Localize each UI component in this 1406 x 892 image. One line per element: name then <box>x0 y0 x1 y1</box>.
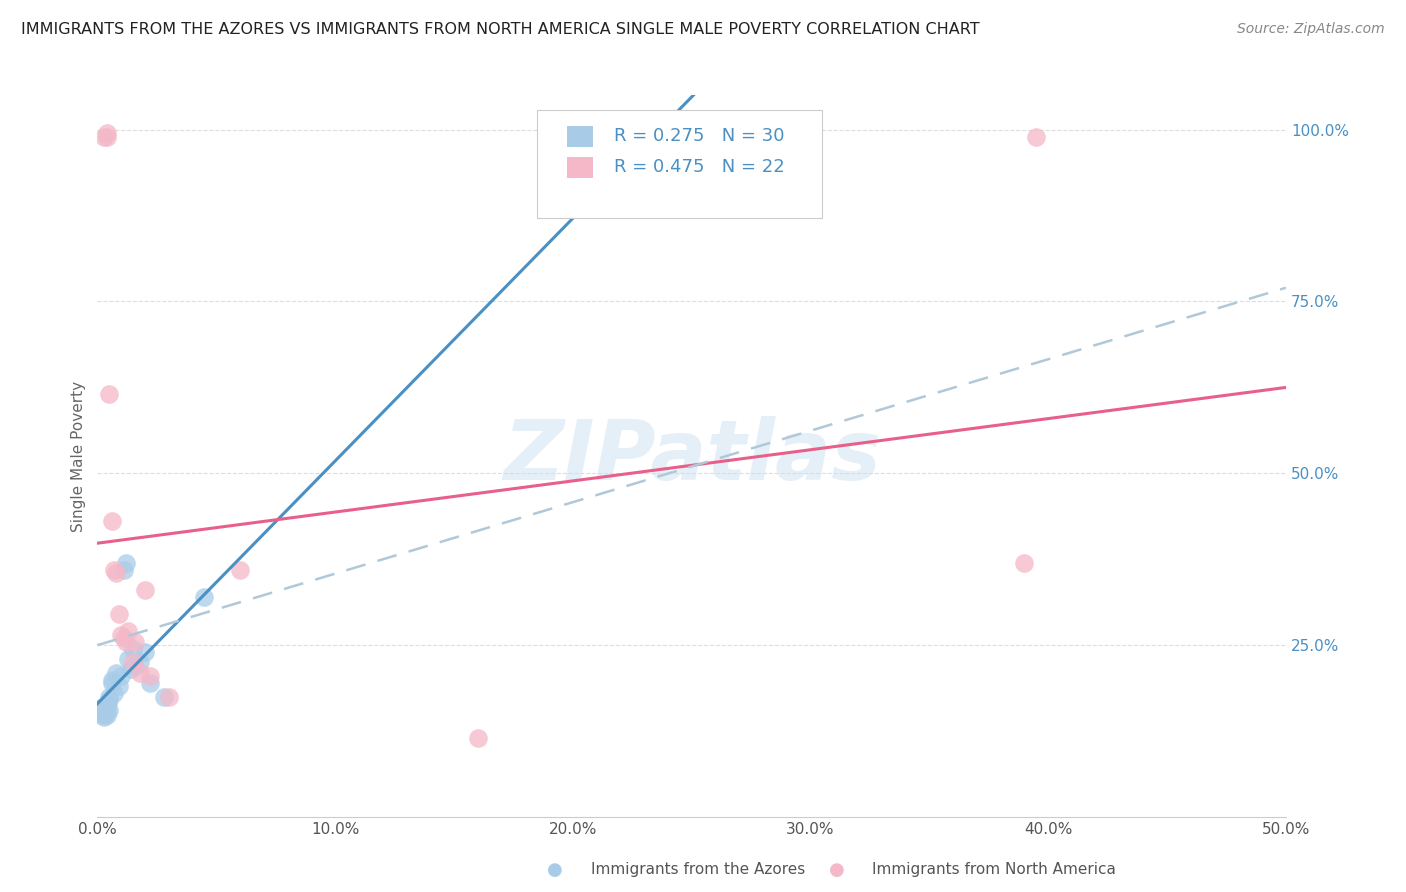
Point <box>96 129 118 144</box>
Text: ●: ● <box>828 861 845 879</box>
Point <box>138 669 160 683</box>
Point <box>153 690 176 704</box>
Point <box>96 708 118 723</box>
Text: R = 0.275   N = 30: R = 0.275 N = 30 <box>614 128 785 145</box>
Point <box>98 690 121 704</box>
Point <box>1025 129 1047 144</box>
Point <box>115 634 138 648</box>
Point <box>122 641 145 656</box>
Point <box>134 645 156 659</box>
Point <box>138 676 160 690</box>
Point <box>129 665 152 680</box>
Text: Source: ZipAtlas.com: Source: ZipAtlas.com <box>1237 22 1385 37</box>
Point <box>105 665 128 680</box>
Point <box>98 693 121 707</box>
Text: Immigrants from the Azores: Immigrants from the Azores <box>591 863 804 877</box>
Point <box>1014 556 1036 570</box>
FancyBboxPatch shape <box>567 157 593 178</box>
Point <box>98 703 121 717</box>
Point <box>117 652 139 666</box>
Point <box>93 129 115 144</box>
Point <box>96 703 118 717</box>
Point <box>193 590 215 604</box>
Point <box>105 566 128 580</box>
Point <box>100 673 122 687</box>
Text: R = 0.475   N = 22: R = 0.475 N = 22 <box>614 159 785 177</box>
Point <box>107 607 129 622</box>
Point <box>93 706 115 721</box>
Point <box>112 632 135 646</box>
Text: IMMIGRANTS FROM THE AZORES VS IMMIGRANTS FROM NORTH AMERICA SINGLE MALE POVERTY : IMMIGRANTS FROM THE AZORES VS IMMIGRANTS… <box>21 22 980 37</box>
Point <box>229 563 252 577</box>
Point <box>93 700 115 714</box>
Point <box>115 556 138 570</box>
Point <box>100 676 122 690</box>
Text: Immigrants from North America: Immigrants from North America <box>872 863 1115 877</box>
Point <box>120 662 142 676</box>
Point <box>110 628 132 642</box>
Point <box>103 686 125 700</box>
Point <box>100 515 122 529</box>
Point <box>129 656 152 670</box>
Point <box>110 669 132 683</box>
Point <box>93 710 115 724</box>
Point <box>107 680 129 694</box>
Point <box>96 697 118 711</box>
Point <box>98 387 121 401</box>
Point <box>124 634 146 648</box>
Text: ●: ● <box>547 861 564 879</box>
FancyBboxPatch shape <box>567 126 593 147</box>
Point <box>124 658 146 673</box>
Point <box>157 690 180 704</box>
FancyBboxPatch shape <box>537 110 823 218</box>
Point <box>91 700 114 714</box>
Point <box>122 656 145 670</box>
Point <box>89 703 111 717</box>
Point <box>134 583 156 598</box>
Point <box>117 624 139 639</box>
Point <box>93 703 115 717</box>
Point <box>96 126 118 140</box>
Y-axis label: Single Male Poverty: Single Male Poverty <box>72 381 86 532</box>
Point <box>103 563 125 577</box>
Point <box>91 708 114 723</box>
Point <box>112 563 135 577</box>
Point <box>467 731 489 745</box>
Text: ZIPatlas: ZIPatlas <box>503 416 880 497</box>
